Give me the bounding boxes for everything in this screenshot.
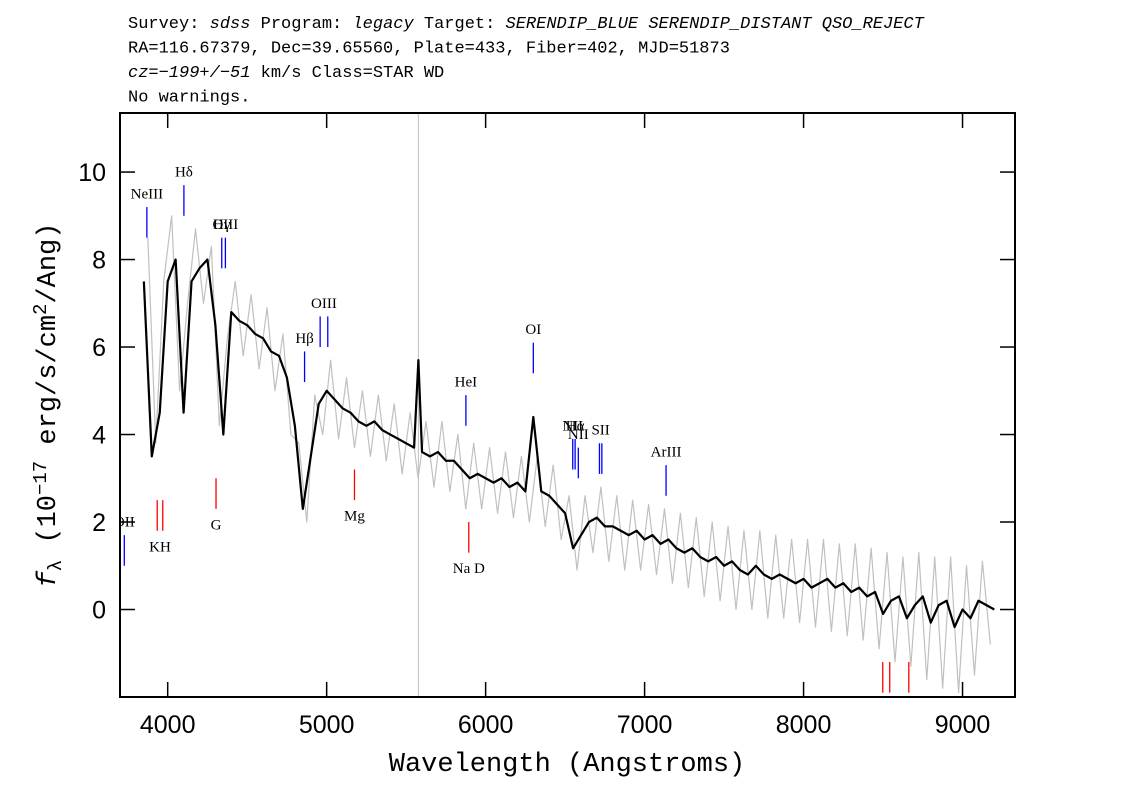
y-tick-label: 8 (92, 247, 106, 275)
y-tick-label: 10 (78, 159, 106, 187)
y-tick-label: 4 (92, 422, 106, 450)
x-tick-label: 9000 (935, 711, 991, 739)
title-line: Survey: sdss Program: legacy Target: SER… (128, 15, 925, 34)
title-segment: Program: (250, 15, 352, 34)
title-segment: km/s Class=STAR WD (250, 64, 444, 83)
title-line: No warnings. (128, 89, 250, 108)
line-id-label: OIII (212, 217, 238, 233)
title-line: cz=−199+/−51 km/s Class=STAR WD (128, 64, 444, 83)
title-segment: sdss (210, 15, 251, 34)
line-id-label: G (211, 517, 222, 533)
y-title-segment: −17 (30, 461, 52, 495)
title-segment: RA=116.67379, Dec=39.65560, Plate=433, F… (128, 40, 730, 59)
title-segment: Survey: (128, 15, 210, 34)
line-id-label: OIII (311, 296, 337, 312)
spectrum-line (147, 215, 991, 694)
line-id-label: NII (568, 427, 589, 443)
x-tick-label: 6000 (458, 711, 514, 739)
x-axis-title: Wavelength (Angstroms) (389, 750, 745, 780)
chart-title: Survey: sdss Program: legacy Target: SER… (128, 15, 925, 108)
title-segment: legacy (352, 15, 414, 34)
line-id-label: Hα (566, 418, 585, 434)
line-id-label: NeIII (131, 186, 163, 202)
y-title-segment: /Ang) (34, 223, 64, 304)
x-tick-label: 7000 (617, 711, 673, 739)
plot-frame (119, 112, 1016, 698)
x-tick-label: 4000 (140, 711, 196, 739)
x-tick-label: 5000 (299, 711, 355, 739)
line-id-label: KH (149, 539, 171, 555)
y-tick-label: 0 (92, 597, 106, 625)
line-id-label: Na D (453, 561, 485, 577)
y-axis-title: fλ (10−17 erg/s/cm2/Ang) (30, 223, 66, 588)
y-tick-label: 6 (92, 334, 106, 362)
spectrum-line (142, 258, 995, 629)
y-title-segment: (10 (34, 495, 64, 560)
title-segment: No warnings. (128, 89, 250, 108)
y-title-segment: 2 (30, 304, 52, 315)
line-id-label: SII (591, 423, 609, 439)
y-title-segment: erg/s/cm (34, 315, 64, 461)
y-tick-label: 2 (92, 509, 106, 537)
line-id-label: Hγ (213, 217, 231, 233)
axes: 4000 5000 6000 7000 8000 9000 0 2 4 6 8 10 (78, 113, 1015, 739)
line-id-label: OI (525, 322, 541, 338)
title-line: RA=116.67379, Dec=39.65560, Plate=433, F… (128, 40, 730, 59)
x-tick-label: 8000 (776, 711, 832, 739)
line-id-label: Hβ (295, 331, 313, 347)
line-id-label: NII (562, 418, 583, 434)
y-title-segment: f (34, 570, 64, 587)
title-segment: cz=−199+/−51 (128, 64, 250, 83)
title-segment: Target: (414, 15, 506, 34)
line-id-label: CaII (880, 701, 907, 717)
line-id-label: Mg (344, 509, 365, 525)
line-id-label: Hδ (175, 165, 193, 181)
line-id-label: ArIII (651, 445, 682, 461)
line-id-label: HeI (455, 375, 478, 391)
y-title-segment: λ (45, 560, 67, 571)
title-segment: SERENDIP_BLUE SERENDIP_DISTANT QSO_REJEC… (506, 15, 925, 34)
